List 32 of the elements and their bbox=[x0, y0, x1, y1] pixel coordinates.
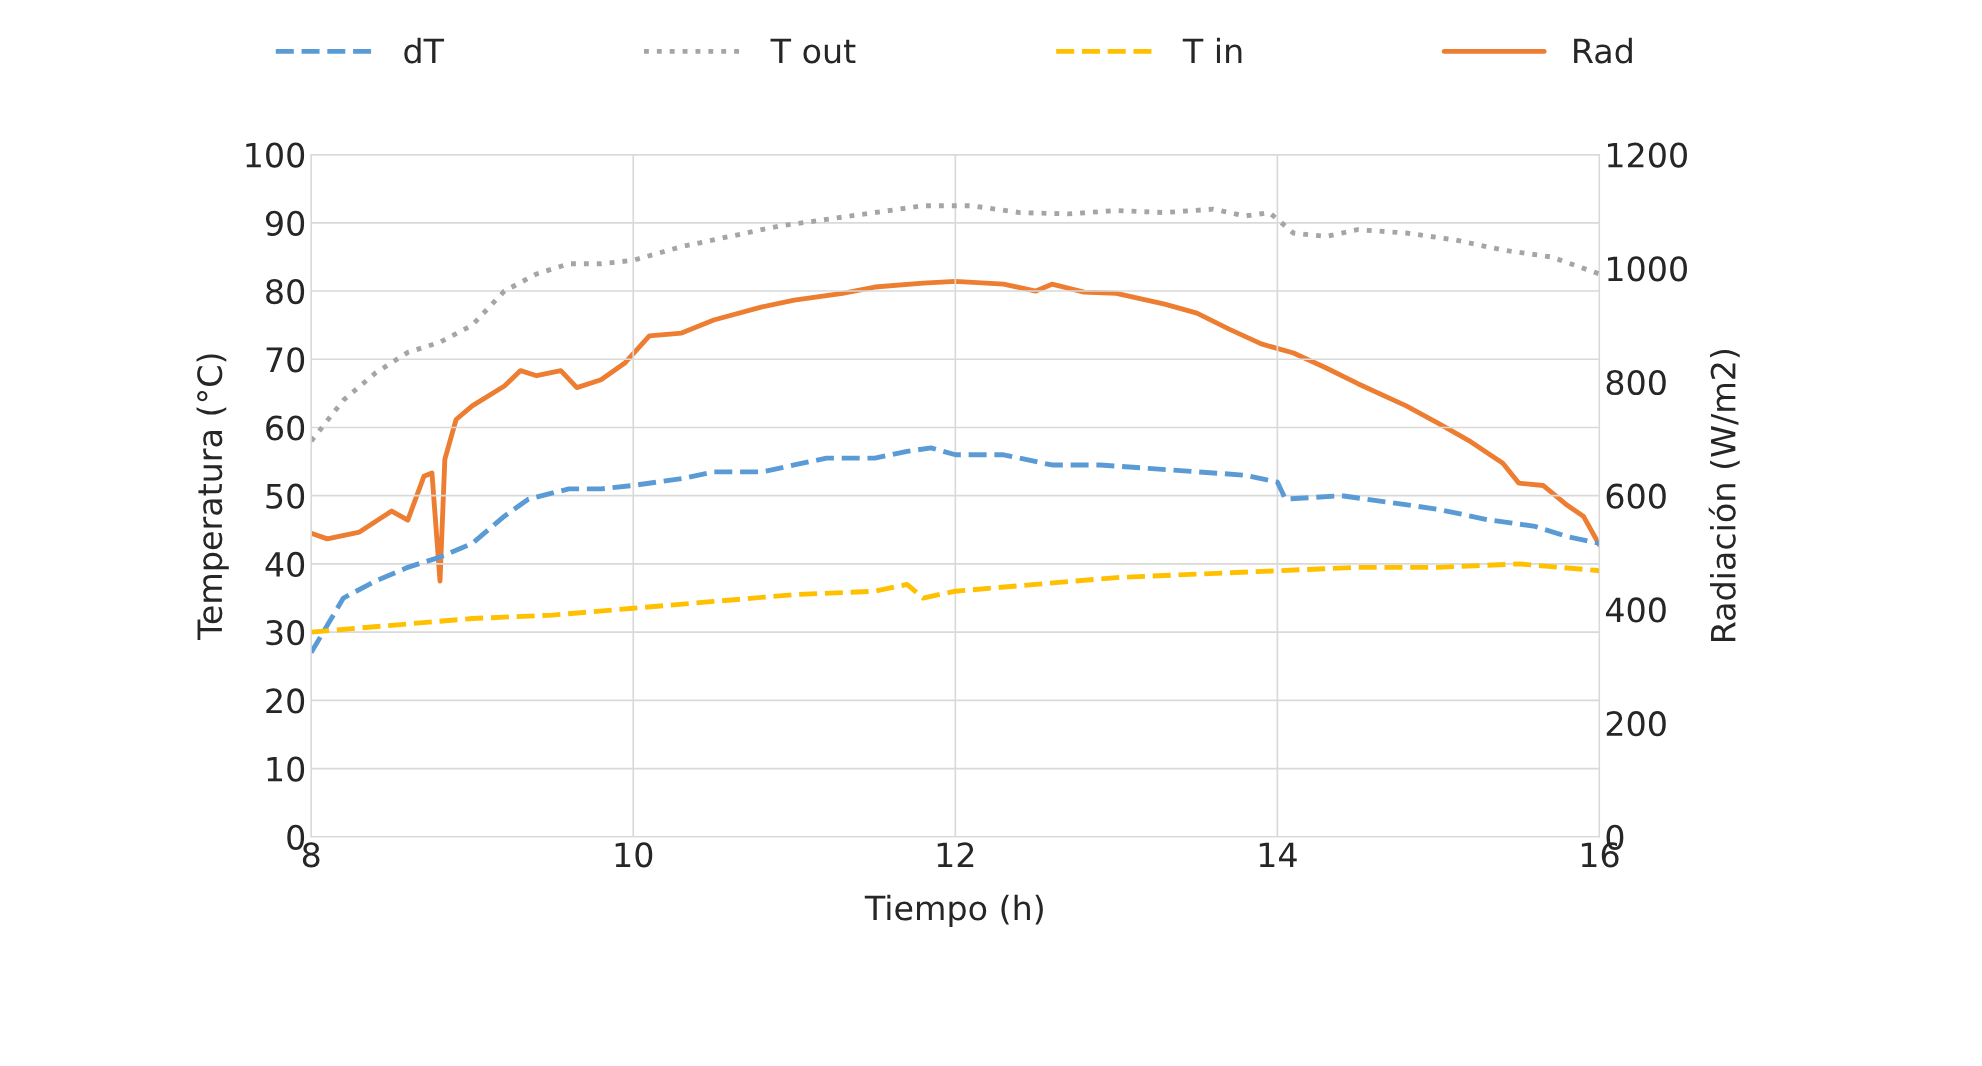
line-series bbox=[311, 445, 1600, 656]
legend-label: Rad bbox=[1574, 37, 1632, 64]
y2-tick-label: 200 bbox=[1606, 711, 1666, 737]
legend-label: dT bbox=[404, 37, 445, 64]
y2-tick-label: 600 bbox=[1606, 483, 1666, 509]
x-tick-label: 10 bbox=[615, 842, 653, 868]
legend-label: T in bbox=[1182, 37, 1242, 64]
x-tick-label: 8 bbox=[302, 842, 320, 868]
x-axis-title: Tiempo (h) bbox=[864, 894, 1043, 928]
y-tick-label: 80 bbox=[266, 278, 305, 305]
legend-label: T out bbox=[770, 38, 856, 64]
y-tick-label: 10 bbox=[267, 756, 305, 782]
y-tick-label: 0 bbox=[287, 824, 305, 850]
y-tick-label: 90 bbox=[266, 210, 305, 236]
y2-tick-label: 800 bbox=[1606, 369, 1666, 396]
y-axis-title: Temperatura (°C) bbox=[196, 354, 229, 640]
y-tick-label: 50 bbox=[266, 483, 305, 509]
y2-tick-label: 400 bbox=[1605, 597, 1666, 623]
y-tick-label: 70 bbox=[266, 347, 305, 373]
line-series bbox=[311, 278, 1600, 584]
y2-axis-title: Radiación (W/m2) bbox=[1708, 349, 1740, 642]
y-tick-label: 20 bbox=[266, 688, 305, 714]
x-tick-label: 12 bbox=[937, 842, 974, 867]
y-tick-label: 30 bbox=[266, 620, 305, 646]
y-tick-label: 100 bbox=[246, 142, 305, 168]
y-tick-label: 60 bbox=[266, 415, 305, 441]
y2-tick-label: 1200 bbox=[1608, 142, 1687, 168]
line-series bbox=[311, 561, 1600, 635]
y2-tick-label: 1000 bbox=[1608, 256, 1687, 282]
x-tick-label: 14 bbox=[1259, 842, 1297, 867]
y-tick-label: 40 bbox=[265, 551, 305, 578]
line-series bbox=[311, 203, 1600, 444]
